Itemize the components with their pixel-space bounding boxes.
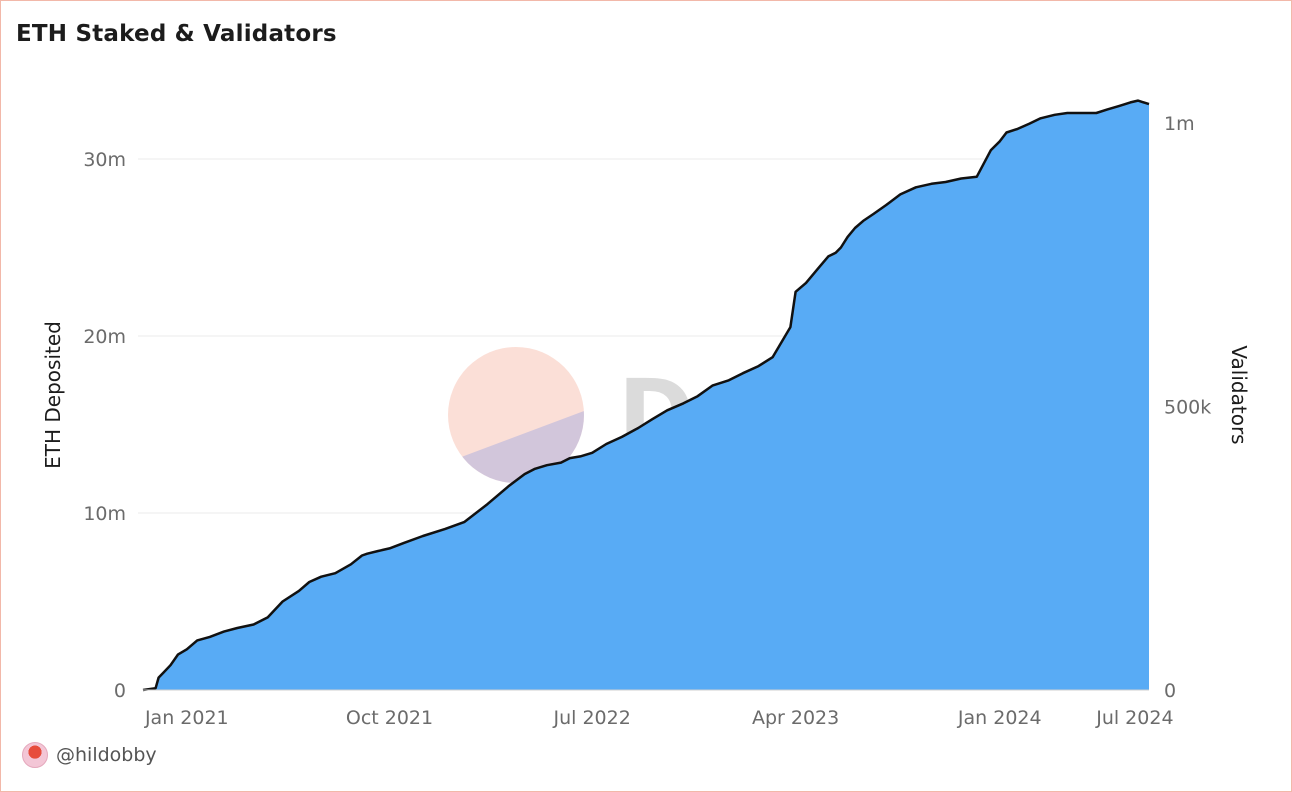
series-line bbox=[142, 99, 1150, 692]
x-tick-label: Jan 2021 bbox=[144, 707, 229, 729]
area-series bbox=[143, 100, 1149, 691]
y2-tick-label: 500k bbox=[1164, 397, 1211, 419]
y-tick-label: 20m bbox=[83, 326, 126, 348]
x-tick-label: Jan 2024 bbox=[957, 707, 1042, 729]
author-handle[interactable]: @hildobby bbox=[56, 744, 157, 766]
y-axis-title: ETH Deposited bbox=[41, 321, 65, 469]
y2-tick-label: 1m bbox=[1164, 113, 1195, 135]
x-tick-label: Oct 2021 bbox=[346, 707, 433, 729]
axis-layer: 0 10m 20m 30m 0 500k 1m Jan 2021 Oct 2021 Jul 202… bbox=[83, 113, 1211, 729]
y2-axis-title: Validators bbox=[1227, 345, 1251, 444]
y-tick-label: 0 bbox=[114, 680, 126, 702]
y-tick-label: 30m bbox=[83, 149, 126, 171]
y-tick-label: 10m bbox=[83, 503, 126, 525]
avatar bbox=[22, 742, 48, 768]
x-tick-label: Apr 2023 bbox=[752, 707, 839, 729]
y2-tick-label: 0 bbox=[1164, 680, 1176, 702]
x-tick-label: Jul 2024 bbox=[1095, 707, 1173, 729]
footer: @hildobby bbox=[22, 742, 157, 768]
x-tick-label: Jul 2022 bbox=[553, 707, 631, 729]
chart-title: ETH Staked & Validators bbox=[16, 21, 337, 47]
